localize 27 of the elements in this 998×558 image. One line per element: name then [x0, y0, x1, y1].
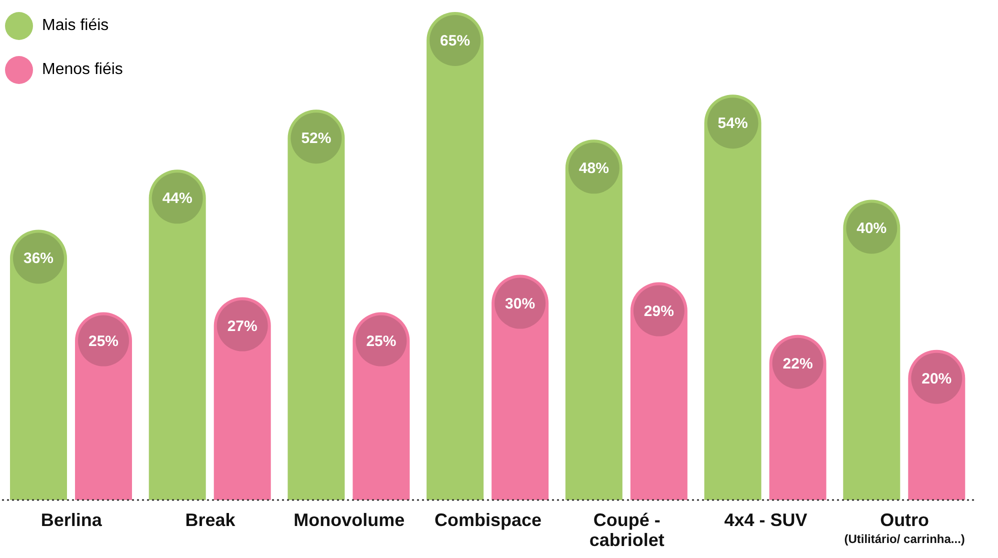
- x-tick-label: 4x4 - SUV: [724, 510, 808, 530]
- data-label: 27%: [227, 318, 258, 335]
- x-tick-label: Outro (Utilitário/ carrinha...): [844, 510, 965, 546]
- legend-label: Mais fiéis: [42, 17, 109, 35]
- data-label: 65%: [440, 32, 470, 50]
- data-label: 54%: [718, 115, 748, 132]
- bar: [426, 12, 484, 500]
- data-label: 25%: [366, 332, 396, 350]
- data-label: 20%: [922, 370, 952, 388]
- x-tick-label: Break: [185, 510, 236, 530]
- legend-label: Menos fiéis: [42, 61, 123, 79]
- bar: [288, 110, 345, 500]
- bar: [704, 94, 762, 500]
- bar: [565, 140, 622, 500]
- x-tick-label: Berlina: [40, 510, 103, 530]
- data-label: 40%: [856, 220, 887, 238]
- data-label: 25%: [88, 332, 119, 350]
- data-label: 36%: [23, 250, 54, 268]
- data-label: 30%: [505, 295, 536, 312]
- data-label: 22%: [782, 355, 813, 372]
- data-label: 29%: [644, 302, 674, 320]
- data-label: 44%: [162, 190, 192, 208]
- x-tick-label: Monovolume: [294, 510, 405, 530]
- data-label: 48%: [578, 160, 609, 178]
- x-tick-label: Coupé - cabriolet: [589, 510, 664, 550]
- x-tick-label: Combispace: [434, 510, 542, 530]
- data-label: 52%: [301, 130, 332, 148]
